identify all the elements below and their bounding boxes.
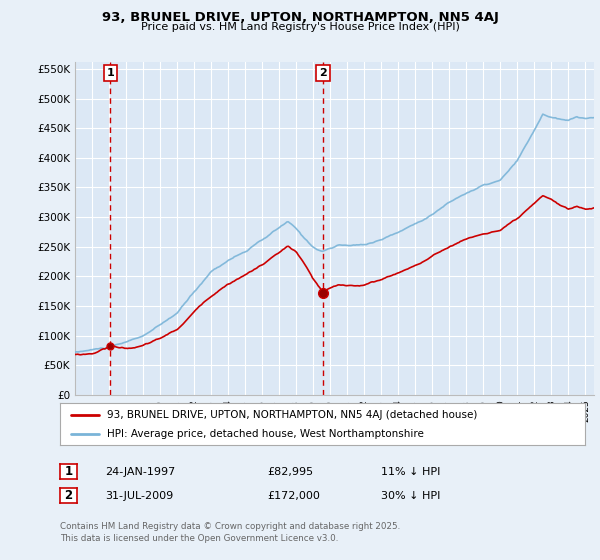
Text: £82,995: £82,995 — [267, 466, 313, 477]
Text: Contains HM Land Registry data © Crown copyright and database right 2025.
This d: Contains HM Land Registry data © Crown c… — [60, 522, 400, 543]
Text: 11% ↓ HPI: 11% ↓ HPI — [381, 466, 440, 477]
Text: 93, BRUNEL DRIVE, UPTON, NORTHAMPTON, NN5 4AJ: 93, BRUNEL DRIVE, UPTON, NORTHAMPTON, NN… — [101, 11, 499, 24]
Text: 93, BRUNEL DRIVE, UPTON, NORTHAMPTON, NN5 4AJ (detached house): 93, BRUNEL DRIVE, UPTON, NORTHAMPTON, NN… — [107, 409, 478, 419]
Text: 31-JUL-2009: 31-JUL-2009 — [105, 491, 173, 501]
Text: 24-JAN-1997: 24-JAN-1997 — [105, 466, 175, 477]
Text: 2: 2 — [64, 489, 73, 502]
Text: £172,000: £172,000 — [267, 491, 320, 501]
Text: 1: 1 — [106, 68, 114, 78]
Text: 2: 2 — [319, 68, 327, 78]
Text: 30% ↓ HPI: 30% ↓ HPI — [381, 491, 440, 501]
Text: Price paid vs. HM Land Registry's House Price Index (HPI): Price paid vs. HM Land Registry's House … — [140, 22, 460, 32]
Text: 1: 1 — [64, 465, 73, 478]
Text: HPI: Average price, detached house, West Northamptonshire: HPI: Average price, detached house, West… — [107, 429, 424, 439]
